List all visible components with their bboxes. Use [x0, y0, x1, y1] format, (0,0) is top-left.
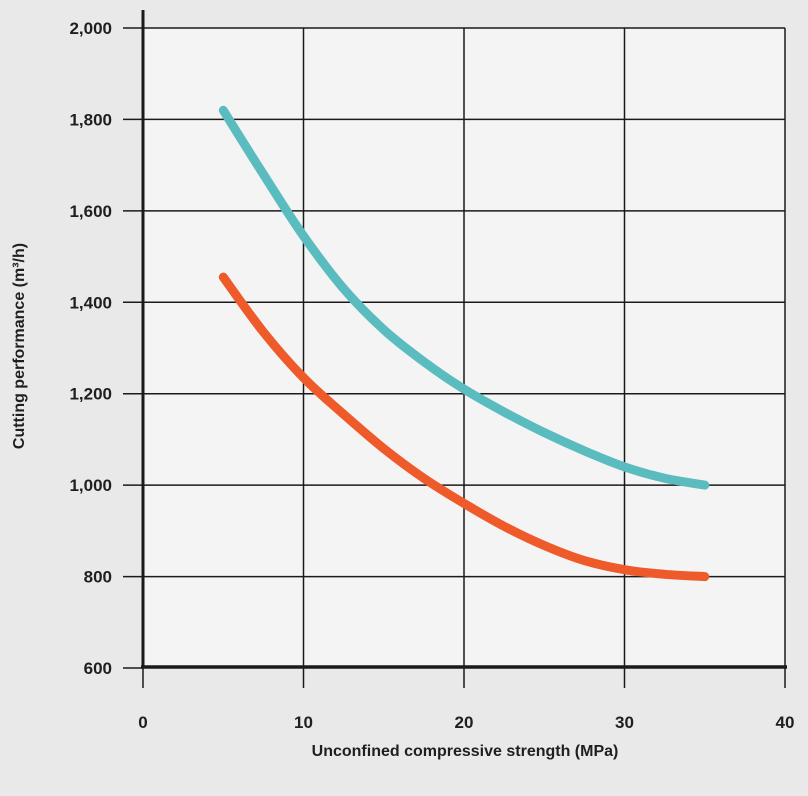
x-tick-labels: 0 10 20 30 40 [138, 713, 794, 732]
x-tick-label: 30 [615, 713, 634, 732]
x-tick-label: 20 [455, 713, 474, 732]
y-axis-title: Cutting performance (m³/h) [11, 243, 28, 449]
y-tick-label: 1,600 [69, 202, 112, 221]
series-group [218, 105, 710, 582]
y-tick-label: 800 [84, 568, 112, 587]
x-axis-title: Unconfined compressive strength (MPa) [312, 743, 619, 760]
y-tick-label: 1,400 [69, 293, 112, 312]
y-tick-labels: 600 800 1,000 1,200 1,400 1,600 1,800 2,000 [69, 19, 112, 678]
y-tick-label: 1,800 [69, 110, 112, 129]
x-tick-label: 0 [138, 713, 147, 732]
series-line-2 [218, 272, 710, 582]
series-line-1 [218, 105, 710, 490]
y-tick-label: 600 [84, 659, 112, 678]
y-tick-label: 2,000 [69, 19, 112, 38]
x-tick-label: 40 [776, 713, 795, 732]
y-tick-label: 1,000 [69, 476, 112, 495]
grid [123, 27, 786, 688]
x-tick-label: 10 [294, 713, 313, 732]
y-tick-label: 1,200 [69, 385, 112, 404]
